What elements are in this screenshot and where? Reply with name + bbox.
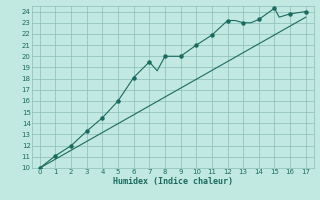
X-axis label: Humidex (Indice chaleur): Humidex (Indice chaleur) (113, 177, 233, 186)
